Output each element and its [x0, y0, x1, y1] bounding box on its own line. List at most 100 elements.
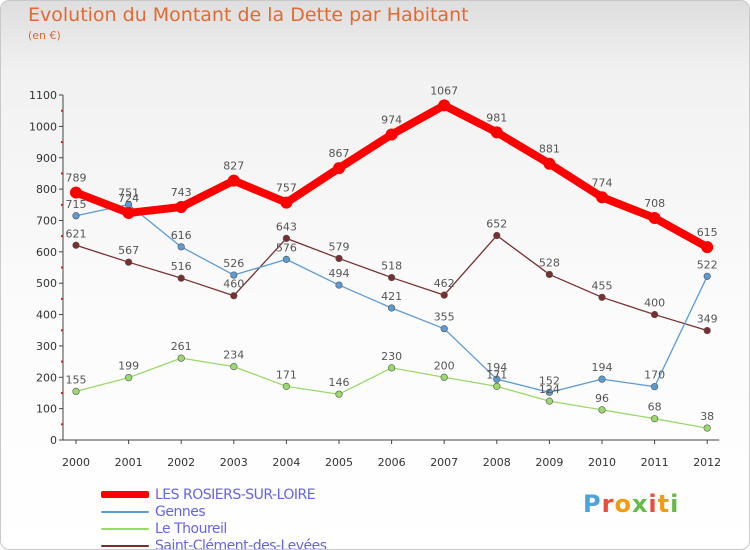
y-tick-label: 600: [36, 246, 57, 259]
x-tick-label: 2000: [62, 456, 90, 469]
data-label: 616: [171, 229, 192, 242]
logo-letter: P: [583, 490, 602, 518]
legend-swatch: [101, 545, 149, 547]
data-point: [388, 304, 396, 312]
data-label: 724: [118, 192, 139, 205]
data-label: 261: [171, 340, 192, 353]
data-point: [440, 373, 448, 381]
data-point: [280, 196, 293, 209]
y-tick-label: 900: [36, 152, 57, 165]
data-point: [335, 281, 343, 289]
data-point: [493, 231, 501, 240]
data-label: 827: [223, 160, 244, 173]
y-tick-label: 0: [50, 434, 57, 447]
data-point: [227, 174, 240, 187]
logo-letter: t: [657, 490, 671, 518]
legend-item: LES ROSIERS-SUR-LOIRE: [101, 487, 501, 504]
data-label: 421: [381, 290, 402, 303]
data-point: [333, 162, 345, 175]
x-tick-label: 2005: [325, 456, 353, 469]
data-label: 516: [171, 260, 192, 273]
data-point: [703, 326, 711, 335]
data-point: [230, 292, 238, 300]
data-label: 774: [592, 176, 613, 189]
y-minor-tick: [61, 391, 63, 394]
data-point: [335, 390, 343, 398]
data-point: [650, 415, 659, 423]
x-tick-label: 2004: [272, 456, 300, 469]
logo-letter: o: [614, 490, 632, 518]
data-point: [703, 424, 711, 432]
data-point: [438, 99, 451, 112]
x-tick-label: 2008: [483, 456, 511, 469]
data-point: [650, 383, 659, 391]
legend-item: Saint-Clément-des-Levées: [101, 538, 501, 550]
y-tick-label: 800: [36, 183, 57, 196]
data-label: 349: [697, 313, 718, 326]
data-label: 643: [276, 220, 297, 233]
legend: LES ROSIERS-SUR-LOIRE Gennes Le Thoureil Sa…: [101, 487, 501, 550]
data-label: 615: [697, 226, 718, 239]
data-label: 146: [329, 376, 350, 389]
data-point: [335, 254, 343, 263]
data-label: 171: [486, 368, 507, 381]
data-point: [177, 243, 185, 251]
y-minor-tick: [61, 141, 63, 144]
data-point: [124, 373, 133, 382]
x-tick-label: 2010: [588, 456, 616, 469]
y-minor-tick: [61, 329, 63, 332]
data-label: 400: [644, 297, 665, 310]
data-label: 715: [66, 198, 87, 211]
data-label: 199: [118, 360, 139, 373]
data-point: [493, 382, 501, 390]
data-point: [124, 258, 133, 266]
data-label: 124: [539, 383, 560, 396]
data-point: [598, 406, 606, 414]
data-point: [282, 382, 291, 390]
data-point: [72, 212, 80, 220]
data-point: [282, 255, 291, 263]
data-point: [545, 270, 554, 279]
data-point: [70, 186, 82, 199]
legend-swatch: [101, 511, 149, 513]
data-point: [230, 271, 238, 279]
data-label: 194: [592, 361, 613, 374]
data-label: 1067: [430, 84, 458, 97]
data-point: [177, 354, 185, 362]
data-label: 234: [223, 349, 244, 362]
data-label: 171: [276, 368, 297, 381]
legend-label: Gennes: [155, 504, 206, 520]
x-tick-label: 2009: [535, 456, 563, 469]
data-label: 526: [223, 257, 244, 270]
data-label: 355: [434, 311, 455, 324]
data-point: [650, 310, 659, 319]
legend-label: Saint-Clément-des-Levées: [155, 538, 327, 550]
x-tick-label: 2011: [641, 456, 669, 469]
data-label: 522: [697, 258, 718, 271]
data-label: 567: [118, 244, 139, 257]
data-label: 38: [700, 410, 714, 423]
y-tick-label: 400: [36, 309, 57, 322]
x-tick-label: 2001: [115, 456, 143, 469]
data-label: 230: [381, 350, 402, 363]
data-point: [543, 157, 556, 170]
data-label: 576: [276, 241, 297, 254]
y-minor-tick: [61, 360, 63, 363]
logo-letter: i: [648, 490, 658, 518]
data-label: 743: [171, 186, 192, 199]
data-point: [177, 274, 185, 282]
x-tick-label: 2003: [220, 456, 248, 469]
data-point: [388, 273, 396, 282]
data-label: 579: [329, 240, 350, 253]
data-point: [493, 375, 501, 383]
y-minor-tick: [61, 109, 63, 112]
data-point: [545, 388, 554, 396]
data-label: 981: [486, 111, 507, 124]
data-point: [596, 191, 608, 204]
data-point: [440, 291, 448, 299]
data-label: 708: [644, 197, 665, 210]
data-label: 494: [329, 267, 350, 280]
logo-letter: r: [601, 490, 615, 518]
